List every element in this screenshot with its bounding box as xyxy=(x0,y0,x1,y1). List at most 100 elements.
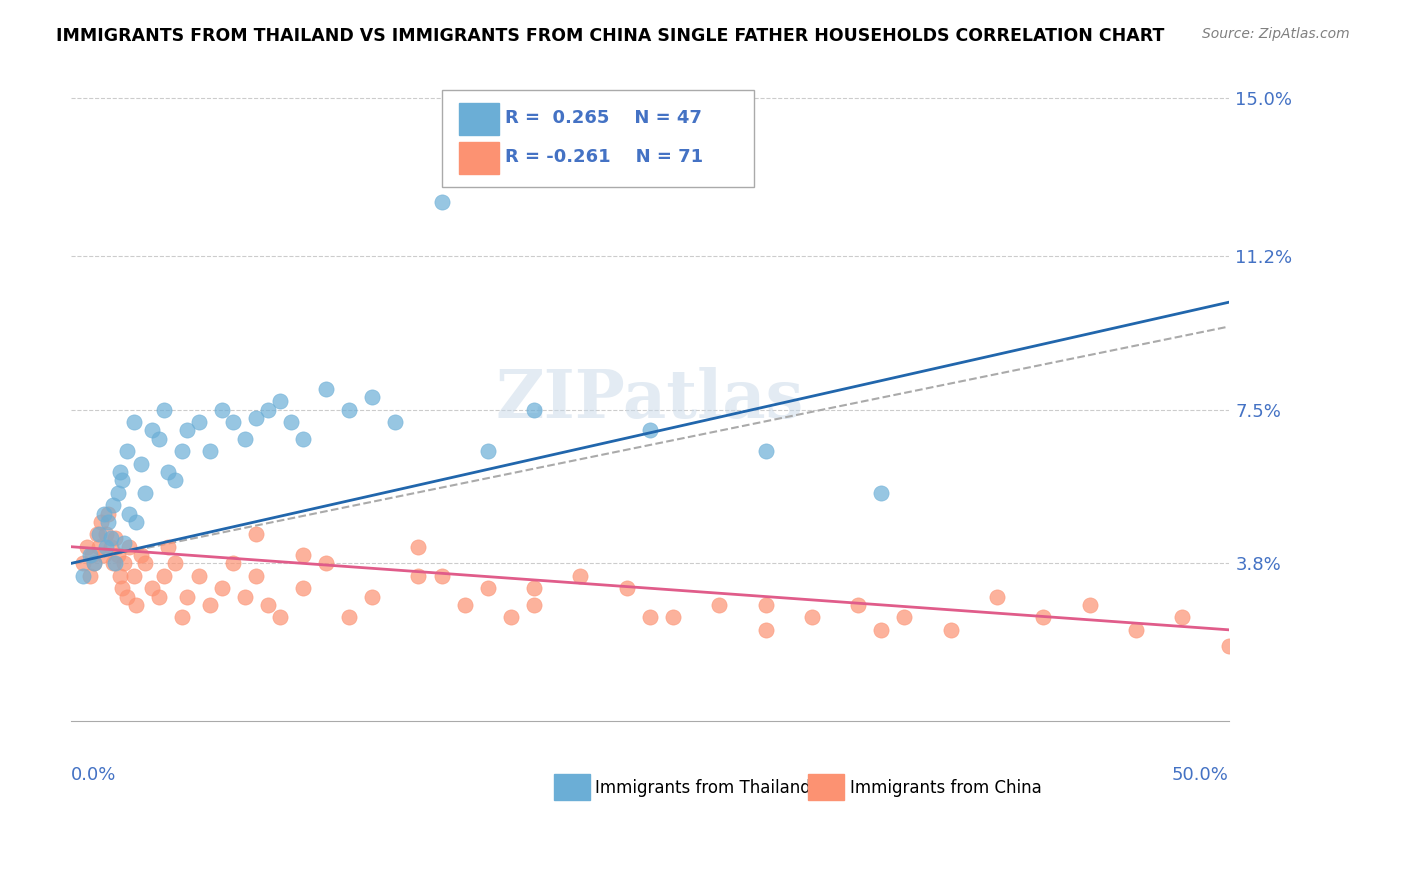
Point xyxy=(337,402,360,417)
Point xyxy=(72,557,94,571)
Point xyxy=(662,610,685,624)
Text: Immigrants from China: Immigrants from China xyxy=(851,779,1042,797)
Point xyxy=(100,532,122,546)
Point xyxy=(153,402,176,417)
Point xyxy=(870,623,893,637)
Point xyxy=(408,569,430,583)
Point xyxy=(129,457,152,471)
Point xyxy=(569,569,592,583)
Point xyxy=(87,540,110,554)
Point xyxy=(122,415,145,429)
Point xyxy=(1218,640,1240,654)
Point xyxy=(269,610,291,624)
Point xyxy=(141,581,163,595)
Point xyxy=(709,598,731,612)
FancyBboxPatch shape xyxy=(441,90,754,186)
Point xyxy=(430,194,453,209)
Point xyxy=(211,581,233,595)
Text: R = -0.261    N = 71: R = -0.261 N = 71 xyxy=(505,147,703,166)
Point xyxy=(114,557,136,571)
Point xyxy=(129,548,152,562)
Point xyxy=(233,432,256,446)
Point xyxy=(114,535,136,549)
Point xyxy=(108,569,131,583)
Point xyxy=(176,590,198,604)
Point xyxy=(107,548,129,562)
Point xyxy=(523,598,546,612)
Point xyxy=(198,444,221,458)
Point xyxy=(176,424,198,438)
Point xyxy=(523,402,546,417)
Point xyxy=(315,382,337,396)
Text: 0.0%: 0.0% xyxy=(72,766,117,784)
Point xyxy=(107,485,129,500)
Point xyxy=(1032,610,1054,624)
Point xyxy=(291,581,314,595)
Text: ZIPatlas: ZIPatlas xyxy=(496,367,804,432)
Text: Immigrants from Thailand: Immigrants from Thailand xyxy=(596,779,811,797)
Text: Source: ZipAtlas.com: Source: ZipAtlas.com xyxy=(1202,27,1350,41)
Point xyxy=(153,569,176,583)
FancyBboxPatch shape xyxy=(458,103,499,136)
Point xyxy=(986,590,1008,604)
Point xyxy=(187,415,209,429)
Point xyxy=(523,581,546,595)
Point xyxy=(148,590,170,604)
Point xyxy=(454,598,477,612)
Point xyxy=(257,402,280,417)
Point xyxy=(755,444,778,458)
Point xyxy=(101,557,124,571)
Point xyxy=(94,540,117,554)
Point xyxy=(79,548,101,562)
Point xyxy=(93,507,115,521)
Point xyxy=(361,590,384,604)
Point xyxy=(165,473,187,487)
Point xyxy=(101,498,124,512)
Point xyxy=(870,485,893,500)
Point xyxy=(477,581,499,595)
Point xyxy=(104,557,127,571)
Point xyxy=(157,465,180,479)
Point xyxy=(115,444,138,458)
Point xyxy=(93,548,115,562)
Point xyxy=(233,590,256,604)
Point xyxy=(280,415,302,429)
Point xyxy=(83,557,105,571)
FancyBboxPatch shape xyxy=(808,774,844,800)
Point xyxy=(72,569,94,583)
Point xyxy=(172,444,194,458)
Point xyxy=(245,527,267,541)
Point xyxy=(100,540,122,554)
Point xyxy=(79,569,101,583)
Point xyxy=(76,540,98,554)
Point xyxy=(222,557,245,571)
Point xyxy=(800,610,823,624)
Point xyxy=(97,507,120,521)
Point xyxy=(90,515,112,529)
Point xyxy=(111,473,134,487)
Point xyxy=(1125,623,1147,637)
Point xyxy=(80,548,103,562)
Point xyxy=(165,557,187,571)
Point xyxy=(755,598,778,612)
Text: 50.0%: 50.0% xyxy=(1171,766,1229,784)
Point xyxy=(616,581,638,595)
Point xyxy=(257,598,280,612)
Point xyxy=(315,557,337,571)
Point xyxy=(222,415,245,429)
Point xyxy=(337,610,360,624)
Point xyxy=(125,598,148,612)
Point xyxy=(893,610,915,624)
Point xyxy=(245,411,267,425)
Point xyxy=(499,610,522,624)
Point xyxy=(148,432,170,446)
Text: IMMIGRANTS FROM THAILAND VS IMMIGRANTS FROM CHINA SINGLE FATHER HOUSEHOLDS CORRE: IMMIGRANTS FROM THAILAND VS IMMIGRANTS F… xyxy=(56,27,1164,45)
Point xyxy=(172,610,194,624)
Point xyxy=(477,444,499,458)
Point xyxy=(1078,598,1101,612)
Point xyxy=(384,415,406,429)
Point xyxy=(115,590,138,604)
Point xyxy=(87,527,110,541)
Point xyxy=(122,569,145,583)
Point xyxy=(291,432,314,446)
